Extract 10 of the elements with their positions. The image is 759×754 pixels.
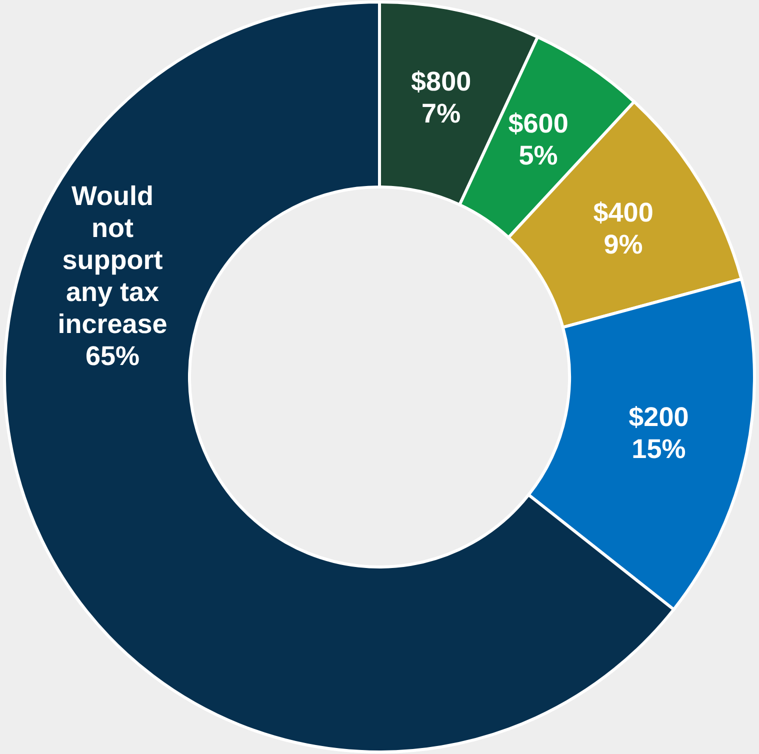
slice-label: $600 [508,108,568,138]
data-label: 5% [518,140,558,170]
slice-label: $400 [593,197,654,228]
data-label: 15% [632,434,686,464]
slice-label: $800 [411,66,472,97]
data-label: 65% [86,341,140,372]
slice-label: Would not support any tax increase [58,181,168,340]
data-label: 7% [422,98,461,129]
data-label: 9% [604,229,643,260]
slice-label: $200 [628,402,689,432]
